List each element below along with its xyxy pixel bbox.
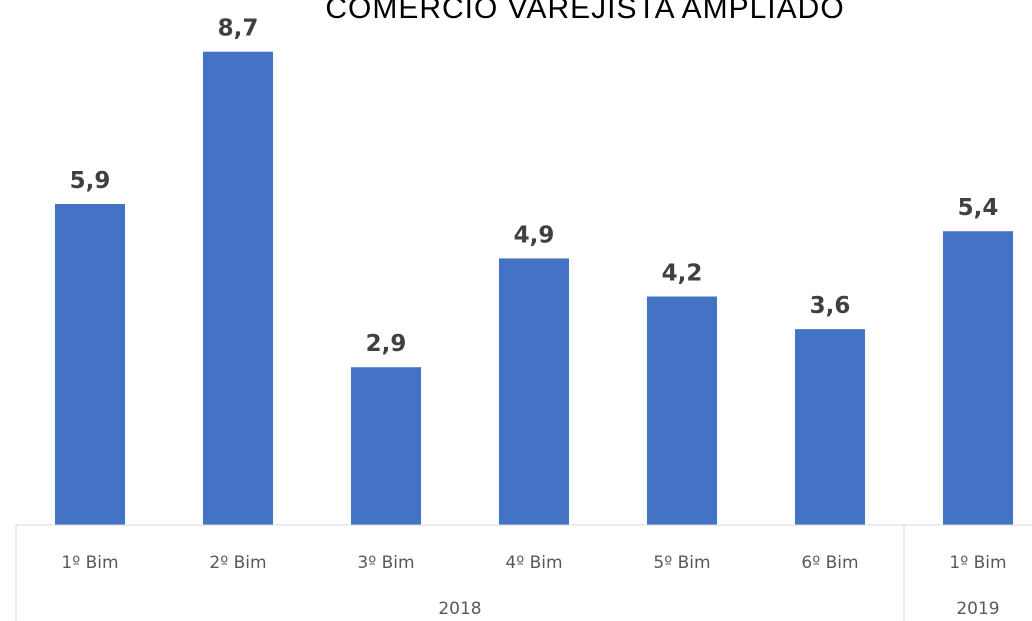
data-label: 5,9 <box>70 168 111 194</box>
x-tick-label: 4º Bim <box>505 553 562 573</box>
bar <box>499 258 569 525</box>
data-label: 4,9 <box>514 222 555 248</box>
group-label: 2019 <box>956 599 999 619</box>
group-labels-group: 2018 2019 <box>438 599 999 619</box>
x-tick-label: 6º Bim <box>801 553 858 573</box>
data-label: 4,2 <box>662 261 703 287</box>
data-label: 2,9 <box>366 331 407 357</box>
bar <box>351 367 421 525</box>
bars-group <box>55 51 1013 526</box>
bar <box>795 329 865 525</box>
value-labels-group: 5,9 8,7 2,9 4,9 4,2 3,6 5,4 <box>70 16 999 358</box>
data-label: 5,4 <box>958 195 999 221</box>
x-tick-label: 1º Bim <box>949 553 1006 573</box>
x-tick-label: 3º Bim <box>357 553 414 573</box>
bar <box>943 231 1013 526</box>
x-tick-label: 1º Bim <box>61 553 118 573</box>
bar <box>647 296 717 525</box>
tick-labels-group: 1º Bim 2º Bim 3º Bim 4º Bim 5º Bim 6º Bim 1º B… <box>61 553 1006 573</box>
data-label: 8,7 <box>218 16 259 42</box>
bar <box>55 204 125 526</box>
chart-title: COMÉRCIO VAREJISTA AMPLIADO <box>325 0 844 25</box>
category-axis <box>15 524 1032 621</box>
bar <box>203 51 273 525</box>
x-tick-label: 5º Bim <box>653 553 710 573</box>
data-label: 3,6 <box>810 293 851 319</box>
group-label: 2018 <box>438 599 481 619</box>
x-tick-label: 2º Bim <box>209 553 266 573</box>
